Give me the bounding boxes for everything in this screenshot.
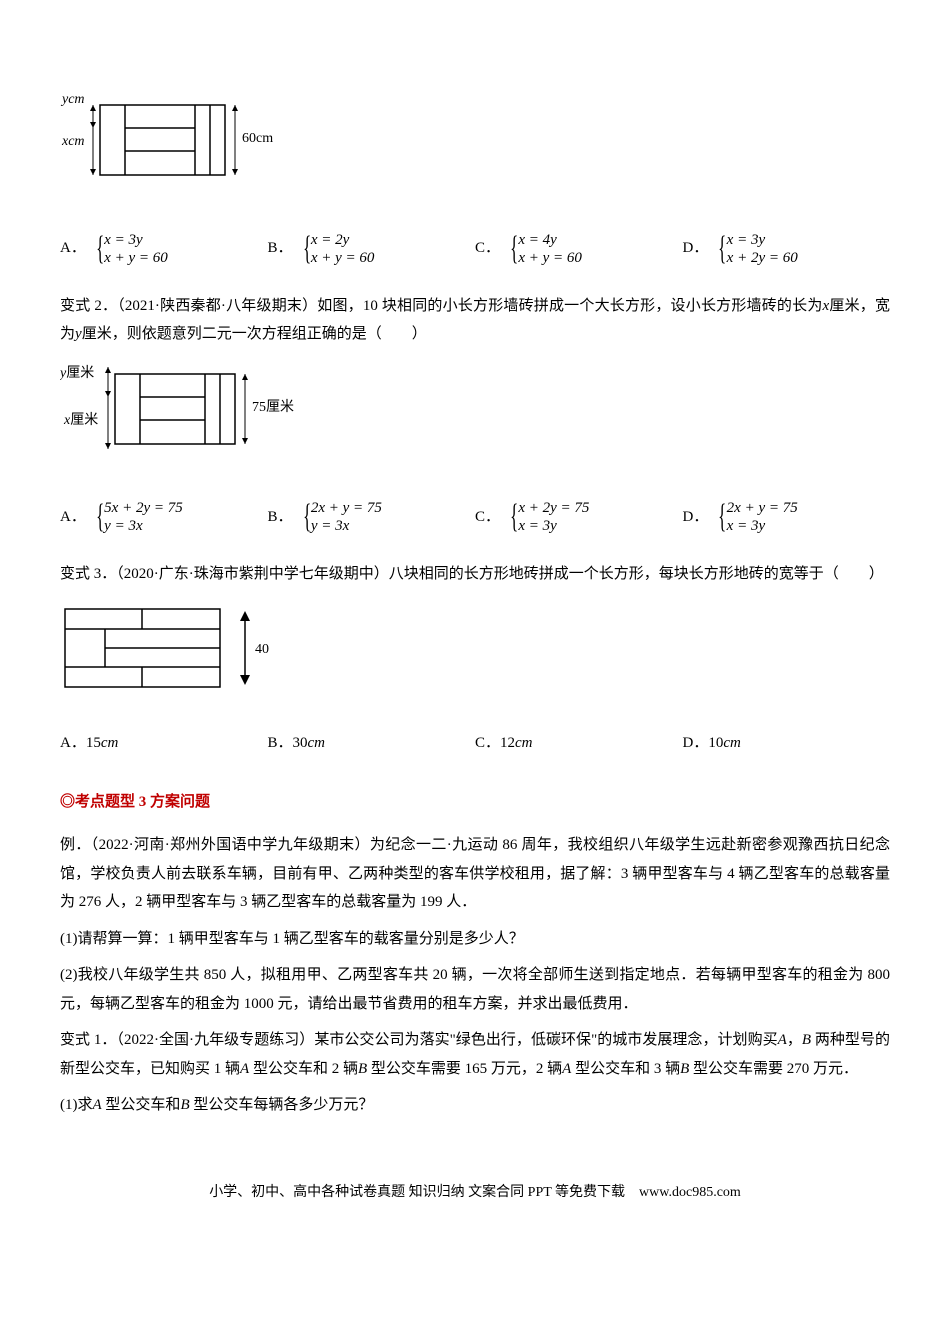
sep: ，: [787, 1032, 802, 1048]
figure-3-svg: 40: [60, 599, 290, 699]
opt-label: A．: [60, 234, 86, 263]
var1-part: 变式 1．（2022·全国·九年级专题练习）某市公交公司为落实"绿色出行，低碳环…: [60, 1032, 778, 1048]
q2-text-part: 厘米，则依题意列二元一次方程组正确的是（ ）: [82, 326, 427, 342]
brace-icon: {: [718, 500, 726, 534]
var-B: B: [358, 1061, 367, 1077]
brace-icon: {: [510, 500, 518, 534]
eq-line: 2x + y = 75: [311, 499, 382, 517]
q2-option-D: D． { 2x + y = 75 x = 3y: [683, 499, 891, 535]
figure-2: y厘米 x厘米 75厘米: [60, 359, 890, 480]
q1-option-C: C． { x = 4y x + y = 60: [475, 231, 683, 267]
q3-problem: 变式 3．（2020·广东·珠海市紫荆中学七年级期中）八块相同的长方形地砖拼成一…: [60, 560, 890, 589]
fig1-hlabel: 60cm: [242, 131, 273, 146]
eq-line: x = 3y: [518, 517, 589, 535]
eq-line: x + y = 60: [104, 249, 168, 267]
q3-option-D: D．10cm: [683, 729, 891, 758]
variation-1-q1: (1)求A 型公交车和B 型公交车每辆各多少万元？: [60, 1091, 890, 1120]
eq-line: y = 3x: [311, 517, 382, 535]
q1-option-A: A． { x = 3y x + y = 60: [60, 231, 268, 267]
var-A: A: [93, 1097, 102, 1113]
opt-label: C．: [475, 234, 500, 263]
var-B: B: [680, 1061, 689, 1077]
fig3-hlabel: 40: [255, 642, 269, 657]
var-B: B: [802, 1032, 811, 1048]
var1q1-part: 型公交车和: [105, 1097, 180, 1113]
q1-option-D: D． { x = 3y x + 2y = 60: [683, 231, 891, 267]
fig2-ylabel: y厘米: [60, 365, 94, 381]
example-problem: 例．（2022·河南·郑州外国语中学九年级期末）为纪念一二·九运动 86 周年，…: [60, 831, 890, 917]
opt-label: C．: [475, 503, 500, 532]
opt-label: D．: [683, 503, 709, 532]
q2-option-B: B． { 2x + y = 75 y = 3x: [268, 499, 476, 535]
q3-option-C: C．12cm: [475, 729, 683, 758]
eq-line: x = 4y: [518, 231, 582, 249]
fig2-hlabel: 75厘米: [252, 399, 294, 415]
q2-option-A: A． { 5x + 2y = 75 y = 3x: [60, 499, 268, 535]
q1-options: A． { x = 3y x + y = 60 B． { x = 2y x + y…: [60, 231, 890, 267]
var-A: A: [778, 1032, 787, 1048]
example-q1: (1)请帮算一算：1 辆甲型客车与 1 辆乙型客车的载客量分别是多少人？: [60, 925, 890, 954]
opt-label: B．: [268, 234, 293, 263]
example-q2: (2)我校八年级学生共 850 人，拟租用甲、乙两型客车共 20 辆，一次将全部…: [60, 961, 890, 1018]
q2-option-C: C． { x + 2y = 75 x = 3y: [475, 499, 683, 535]
figure-2-svg: y厘米 x厘米 75厘米: [60, 359, 300, 469]
brace-icon: {: [303, 500, 311, 534]
eq-line: x = 3y: [727, 231, 798, 249]
q2-options: A． { 5x + 2y = 75 y = 3x B． { 2x + y = 7…: [60, 499, 890, 535]
brace-icon: {: [718, 232, 726, 266]
variation-1: 变式 1．（2022·全国·九年级专题练习）某市公交公司为落实"绿色出行，低碳环…: [60, 1026, 890, 1083]
brace-icon: {: [510, 232, 518, 266]
var1-part: 型公交车和 2 辆: [253, 1061, 358, 1077]
opt-text: 10cm: [708, 735, 741, 751]
q1-option-B: B． { x = 2y x + y = 60: [268, 231, 476, 267]
eq-line: 5x + 2y = 75: [104, 499, 183, 517]
q2-text-part: 变式 2．（2021·陕西秦都·八年级期末）如图，10 块相同的小长方形墙砖拼成…: [60, 298, 823, 314]
opt-label: A．: [60, 503, 86, 532]
var-A: A: [240, 1061, 249, 1077]
eq-line: x = 3y: [104, 231, 168, 249]
opt-text: 15cm: [86, 735, 119, 751]
var1-part: 型公交车需要 165 万元，2 辆: [371, 1061, 562, 1077]
figure-3: 40: [60, 599, 890, 710]
fig1-ylabel: ycm: [60, 92, 85, 107]
figure-1-svg: ycm xcm 60cm: [60, 90, 280, 200]
eq-line: x = 3y: [727, 517, 798, 535]
opt-text: 12cm: [500, 735, 533, 751]
q3-option-B: B．30cm: [268, 729, 476, 758]
q2-problem: 变式 2．（2021·陕西秦都·八年级期末）如图，10 块相同的小长方形墙砖拼成…: [60, 292, 890, 349]
opt-text: 30cm: [293, 735, 326, 751]
eq-line: x + y = 60: [518, 249, 582, 267]
eq-line: 2x + y = 75: [727, 499, 798, 517]
var-B: B: [180, 1097, 189, 1113]
section-3-title: ◎考点题型 3 方案问题: [60, 788, 890, 817]
q3-options: A．15cm B．30cm C．12cm D．10cm: [60, 729, 890, 758]
eq-line: x = 2y: [311, 231, 375, 249]
eq-line: y = 3x: [104, 517, 183, 535]
opt-label: B．: [268, 503, 293, 532]
var-A: A: [562, 1061, 571, 1077]
brace-icon: {: [96, 232, 104, 266]
brace-icon: {: [96, 500, 104, 534]
var1q1-part: 型公交车每辆各多少万元？: [193, 1097, 373, 1113]
var-y: y: [75, 326, 82, 342]
var1-part: 型公交车和 3 辆: [575, 1061, 680, 1077]
var1q1-part: (1)求: [60, 1097, 93, 1113]
fig1-xlabel: xcm: [61, 134, 85, 149]
var1-part: 型公交车需要 270 万元．: [693, 1061, 858, 1077]
page-footer: 小学、初中、高中各种试卷真题 知识归纳 文案合同 PPT 等免费下载 www.d…: [60, 1180, 890, 1207]
q3-option-A: A．15cm: [60, 729, 268, 758]
fig2-xlabel: x厘米: [63, 412, 98, 428]
brace-icon: {: [303, 232, 311, 266]
eq-line: x + 2y = 60: [727, 249, 798, 267]
eq-line: x + 2y = 75: [518, 499, 589, 517]
eq-line: x + y = 60: [311, 249, 375, 267]
figure-1: ycm xcm 60cm: [60, 90, 890, 211]
opt-label: D．: [683, 234, 709, 263]
